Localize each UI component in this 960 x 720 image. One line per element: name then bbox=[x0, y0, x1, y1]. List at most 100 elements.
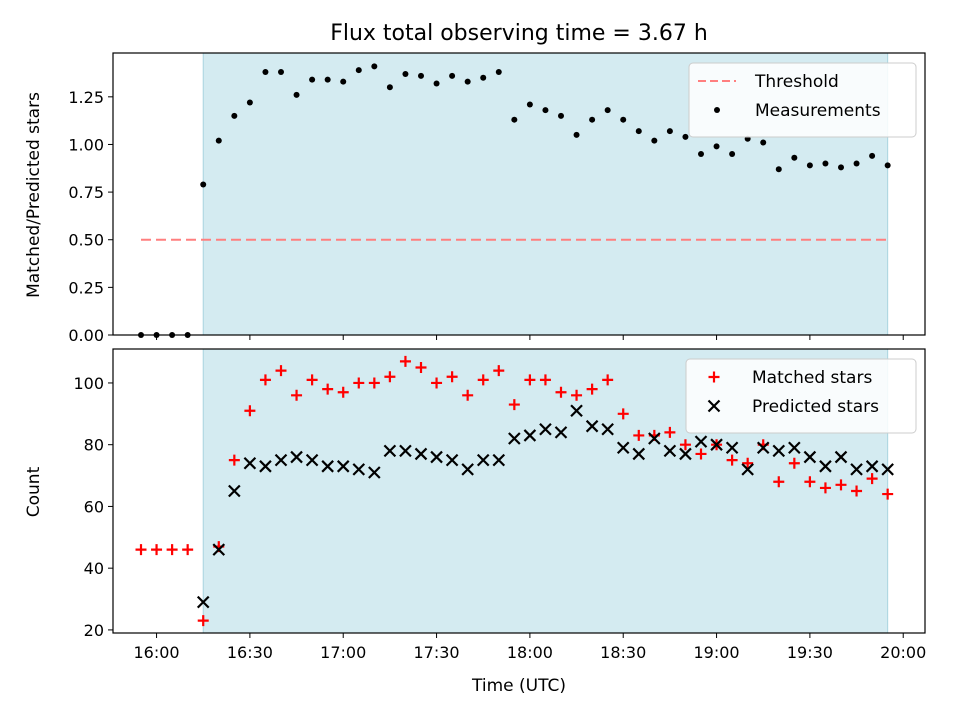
measurement-point bbox=[231, 112, 238, 119]
predicted-star-point bbox=[570, 404, 583, 418]
matched-star-point bbox=[228, 454, 240, 466]
legend-predicted-swatch bbox=[707, 399, 721, 413]
predicted-star-point bbox=[679, 447, 692, 461]
bottom-y-tick-label: 40 bbox=[84, 559, 104, 578]
top-y-tick-label: 0.00 bbox=[68, 326, 104, 345]
matched-star-point bbox=[726, 454, 738, 466]
x-tick-label: 20:00 bbox=[880, 643, 926, 662]
legend-matched-swatch bbox=[708, 371, 720, 383]
predicted-star-point bbox=[710, 438, 723, 451]
predicted-star-point bbox=[305, 453, 319, 467]
matched-star-point bbox=[462, 389, 474, 401]
matched-star-point bbox=[555, 386, 567, 398]
measurement-point bbox=[791, 154, 798, 161]
top-legend: Threshold Measurements bbox=[688, 62, 917, 138]
matched-star-point bbox=[679, 439, 691, 451]
measurement-point bbox=[838, 164, 844, 171]
matched-star-point bbox=[664, 426, 676, 438]
matched-star-point bbox=[633, 429, 645, 441]
matched-star-point bbox=[835, 479, 847, 491]
top-y-tick-label: 0.50 bbox=[68, 231, 104, 250]
x-tick-label: 16:30 bbox=[227, 643, 273, 662]
measurement-point bbox=[651, 137, 658, 144]
measurement-point bbox=[246, 99, 253, 106]
predicted-star-point bbox=[259, 460, 272, 473]
measurement-point bbox=[620, 116, 627, 123]
measurement-point bbox=[309, 76, 316, 83]
matched-star-point bbox=[306, 374, 318, 386]
matched-star-point bbox=[368, 377, 380, 389]
measurement-point bbox=[386, 84, 393, 91]
measurement-point bbox=[278, 69, 284, 76]
measurement-point bbox=[480, 74, 487, 81]
predicted-star-point bbox=[414, 447, 428, 461]
matched-star-point bbox=[804, 476, 816, 488]
measurement-point bbox=[355, 67, 362, 74]
measurement-point bbox=[449, 72, 456, 79]
bottom-legend-box bbox=[685, 358, 917, 434]
measurement-point bbox=[200, 181, 207, 188]
predicted-star-point bbox=[492, 453, 506, 467]
bottom-legend: Matched stars Predicted stars bbox=[685, 358, 917, 434]
predicted-star-point bbox=[725, 441, 739, 455]
matched-star-point bbox=[151, 544, 163, 556]
measurement-point bbox=[666, 128, 673, 135]
predicted-star-point bbox=[663, 444, 677, 458]
predicted-star-point bbox=[819, 460, 832, 473]
predicted-star-point bbox=[850, 463, 863, 476]
measurement-point bbox=[418, 72, 424, 79]
measurement-point bbox=[589, 116, 596, 123]
measurement-point bbox=[262, 69, 269, 76]
matched-star-point bbox=[166, 544, 178, 556]
measurement-point bbox=[729, 150, 736, 157]
measurement-point bbox=[884, 162, 891, 169]
measurement-point bbox=[324, 76, 331, 83]
matched-star-point bbox=[539, 374, 551, 386]
x-tick-label: 19:00 bbox=[694, 643, 740, 662]
matched-star-point bbox=[431, 377, 443, 389]
legend-label: Threshold bbox=[754, 72, 839, 92]
predicted-star-point bbox=[539, 422, 552, 436]
measurement-point bbox=[822, 160, 829, 167]
matched-star-point bbox=[851, 485, 863, 497]
measurement-point bbox=[402, 70, 409, 77]
predicted-star-point bbox=[616, 441, 630, 455]
predicted-star-point bbox=[368, 466, 381, 479]
predicted-star-point bbox=[756, 441, 770, 455]
measurement-point bbox=[340, 78, 347, 85]
matched-star-point bbox=[788, 457, 800, 469]
legend-label: Predicted stars bbox=[752, 397, 879, 417]
predicted-star-point bbox=[352, 463, 366, 476]
predicted-star-point bbox=[461, 463, 474, 476]
measurement-point bbox=[215, 137, 222, 144]
x-tick-label: 17:30 bbox=[414, 643, 460, 662]
measurement-point bbox=[558, 112, 564, 119]
measurement-point bbox=[604, 107, 611, 114]
predicted-star-point bbox=[694, 435, 708, 448]
measurement-point bbox=[371, 63, 378, 70]
top-y-tick-label: 0.75 bbox=[68, 183, 104, 202]
bottom-y-tick-label: 100 bbox=[73, 374, 104, 393]
matched-star-point bbox=[695, 448, 707, 460]
measurement-point bbox=[635, 128, 642, 135]
matched-star-point bbox=[197, 615, 209, 627]
matched-star-point bbox=[353, 377, 365, 389]
measurement-point bbox=[495, 69, 502, 76]
matched-star-point bbox=[477, 374, 489, 386]
legend-label: Measurements bbox=[755, 101, 881, 121]
predicted-star-point bbox=[788, 441, 801, 455]
matched-star-point bbox=[415, 362, 427, 374]
matched-star-point bbox=[586, 383, 598, 395]
matched-star-point bbox=[508, 399, 520, 411]
predicted-star-point bbox=[445, 453, 459, 467]
bottom-count-plot: 20 40 60 80 100 16:00 16:30 17:00 17:30 18:00 18:3… bbox=[73, 348, 926, 662]
matched-star-point bbox=[337, 386, 349, 398]
matched-star-point bbox=[866, 473, 878, 485]
measurement-point bbox=[464, 78, 471, 85]
measurement-point bbox=[698, 150, 704, 157]
predicted-star-point bbox=[274, 453, 288, 467]
measurement-point bbox=[806, 162, 813, 169]
top-y-tick-label: 1.25 bbox=[68, 88, 104, 107]
predicted-star-point bbox=[881, 463, 894, 476]
